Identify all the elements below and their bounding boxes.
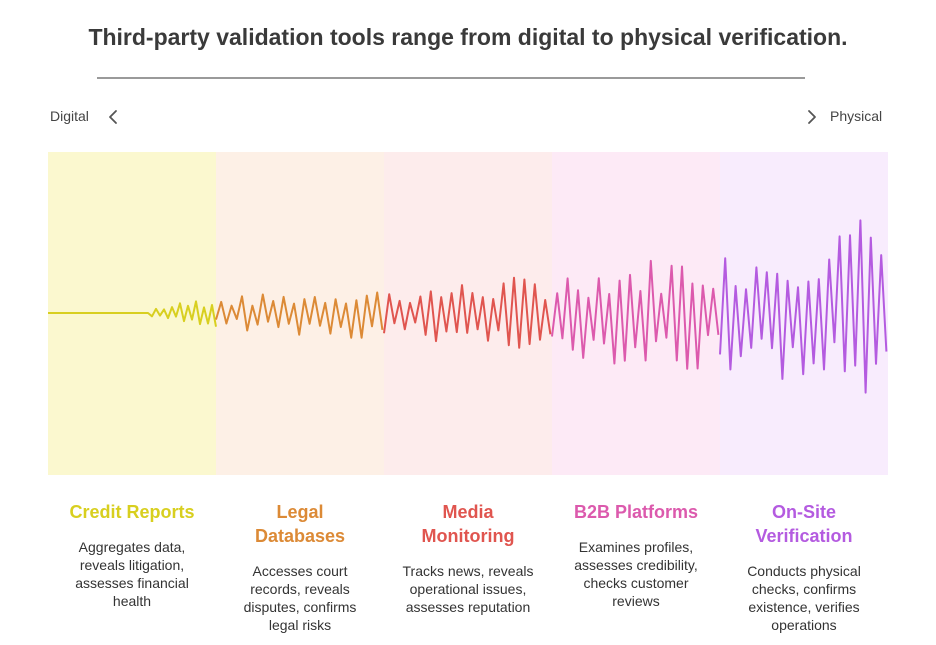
stage-description-line: Examines profiles, xyxy=(578,539,694,555)
stage-column-5: On-Site Verification Conducts physical chec… xyxy=(720,500,888,634)
waveform-segment-1 xyxy=(48,300,217,327)
stage-description-line: checks customer xyxy=(583,575,689,591)
stage-title-line: Verification xyxy=(755,526,853,546)
stage-column-1: Credit Reports Aggregates data, reveals li… xyxy=(48,500,216,610)
stage-description-line: legal risks xyxy=(268,617,332,633)
stage-description: Aggregates data, reveals litigation, asses… xyxy=(48,538,216,610)
page-title: Third-party validation tools range from … xyxy=(88,24,848,50)
stage-description-line: reviews xyxy=(612,593,660,609)
stage-description: Tracks news, reveals operational issues, a… xyxy=(384,562,552,616)
stage-title-line: Credit Reports xyxy=(69,502,195,522)
stage-description-line: health xyxy=(112,593,152,609)
title-divider xyxy=(97,77,805,79)
stage-description-line: Tracks news, reveals xyxy=(402,563,534,579)
chevron-right-icon xyxy=(808,110,816,124)
stage-description-line: disputes, confirms xyxy=(243,599,357,615)
stage-title-line: Legal xyxy=(276,502,324,522)
stage-column-4: B2B Platforms Examines profiles, assesses … xyxy=(552,500,720,610)
signal-waveform xyxy=(48,219,888,394)
stage-title-line: Monitoring xyxy=(421,526,515,546)
stage-title: Legal Databases xyxy=(216,500,384,548)
stage-column-3: Media Monitoring Tracks news, reveals opera… xyxy=(384,500,552,616)
axis-label-physical: Physical xyxy=(830,108,883,124)
stage-description: Conducts physical checks, confirms existen… xyxy=(720,562,888,634)
stage-title: Media Monitoring xyxy=(384,500,552,548)
stage-description-line: assesses financial xyxy=(75,575,189,591)
chevron-left-icon xyxy=(109,110,117,124)
stage-title-line: B2B Platforms xyxy=(573,502,699,522)
stage-description: Accesses court records, reveals disputes, … xyxy=(216,562,384,634)
stage-description-line: Aggregates data, xyxy=(78,539,186,555)
stage-title-line: Media xyxy=(442,502,494,522)
stage-title-line: Databases xyxy=(254,526,346,546)
stage-description-line: reveals litigation, xyxy=(79,557,185,573)
stage-title: Credit Reports xyxy=(48,500,216,524)
axis-label-digital: Digital xyxy=(50,108,89,124)
stage-description-line: operational issues, xyxy=(409,581,527,597)
stage-description-line: existence, verifies xyxy=(748,599,860,615)
stage-description-line: records, reveals xyxy=(250,581,350,597)
waveform-segment-3 xyxy=(383,276,552,349)
waveform-segment-5 xyxy=(719,219,888,394)
waveform-segment-2 xyxy=(215,291,384,339)
stage-description: Examines profiles, assesses credibility, c… xyxy=(552,538,720,610)
stage-column-2: Legal Databases Accesses court records, rev… xyxy=(216,500,384,634)
stage-description-line: assesses credibility, xyxy=(574,557,698,573)
stage-description-line: Accesses court xyxy=(252,563,348,579)
stage-description-line: checks, confirms xyxy=(751,581,857,597)
stage-title: On-Site Verification xyxy=(720,500,888,548)
stage-title: B2B Platforms xyxy=(552,500,720,524)
stage-description-line: Conducts physical xyxy=(747,563,861,579)
stage-title-line: On-Site xyxy=(771,502,836,522)
stage-description-line: operations xyxy=(771,617,837,633)
stage-description-line: assesses reputation xyxy=(405,599,531,615)
waveform-segment-4 xyxy=(551,259,720,370)
